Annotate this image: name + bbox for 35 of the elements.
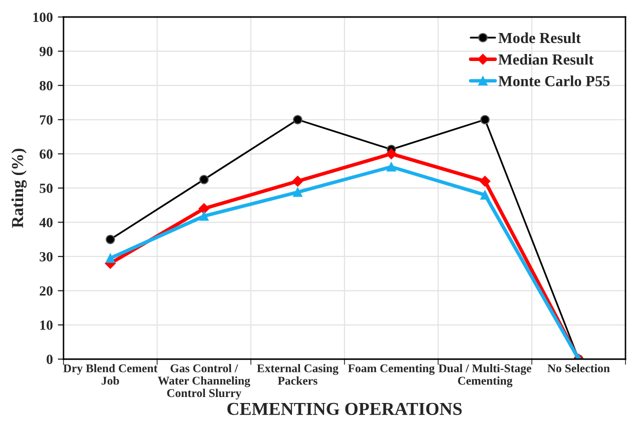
point: [386, 162, 396, 172]
point: [480, 176, 490, 187]
point: [106, 234, 116, 244]
x-tick-label: Dry Blend Cement Job: [63, 364, 158, 385]
x-tick-label: External Casing Packers: [257, 364, 338, 385]
y-tick-label: 10: [40, 320, 53, 330]
y-tick-label: 90: [40, 46, 53, 56]
y-tick-label: 60: [40, 149, 53, 159]
point: [199, 211, 209, 221]
point: [292, 187, 302, 197]
x-axis-title: CEMENTING OPERATIONS: [227, 402, 462, 415]
y-tick-label: 80: [40, 81, 53, 90]
y-tick-label: 40: [39, 218, 53, 228]
y-tick-label: 100: [33, 12, 53, 22]
x-tick-label: Gas Control / Water Channeling Control Slurry: [158, 364, 250, 400]
legend-label: Mode Result: [498, 32, 581, 44]
y-tick-label: 30: [40, 252, 53, 262]
point: [386, 148, 397, 160]
legend-label: Monte Carlo P55: [498, 76, 610, 86]
x-tick-label: No Selection: [548, 364, 610, 372]
y-tick-label: 0: [46, 354, 53, 364]
legend-label: Median Result: [498, 54, 594, 65]
point: [198, 203, 210, 214]
point: [480, 190, 490, 200]
point: [292, 176, 304, 187]
point: [480, 114, 490, 124]
y-axis-title: Rating (%): [11, 148, 27, 228]
point: [292, 114, 302, 124]
x-tick-label: Foam Cementing: [348, 364, 435, 375]
point: [199, 174, 209, 184]
point: [106, 254, 116, 263]
y-tick-label: 20: [40, 286, 53, 296]
x-tick-label: Dual / Multi-Stage Cementing: [438, 364, 532, 388]
y-tick-label: 70: [40, 115, 53, 125]
y-tick-label: 50: [40, 184, 53, 194]
